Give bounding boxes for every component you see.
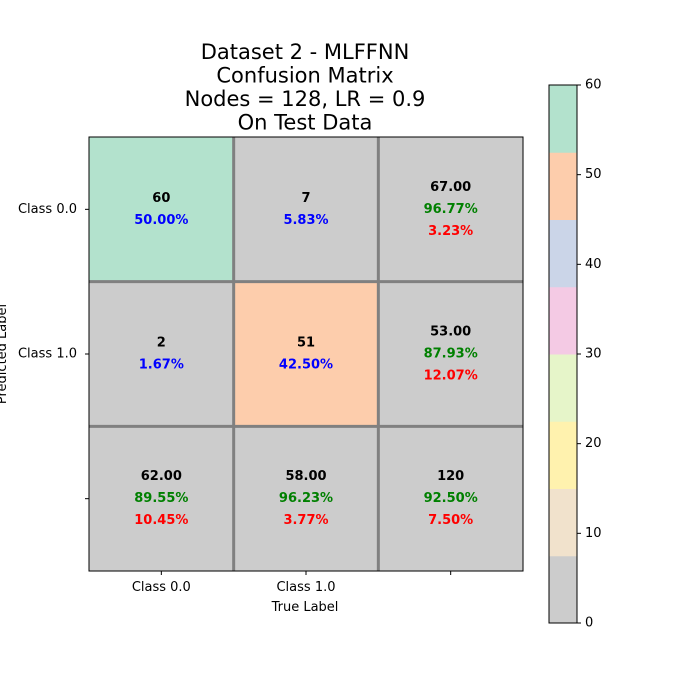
cell-percentage: 5.83% [283, 213, 328, 228]
x-tick-label: Class 1.0 [276, 580, 335, 595]
cell-percentage: 87.93% [424, 347, 478, 362]
colorbar-band [549, 421, 577, 489]
matrix-cell [233, 137, 379, 282]
x-tick-label: Class 0.0 [132, 580, 191, 595]
cell-percentage: 3.77% [283, 513, 328, 528]
cell-percentage: 12.07% [424, 369, 478, 384]
cell-percentage: 96.77% [424, 202, 478, 217]
cell-percentage: 42.50% [279, 358, 333, 373]
cell-count: 67.00 [430, 180, 471, 195]
matrix-cell [89, 426, 234, 572]
y-tick-label: Class 1.0 [18, 347, 77, 362]
colorbar-band [549, 152, 577, 220]
cell-percentage: 1.67% [139, 358, 184, 373]
x-axis-ticks: Class 0.0 Class 1.0 [132, 571, 452, 595]
cell-count: 60 [152, 191, 170, 206]
cell-percentage: 7.50% [428, 513, 473, 528]
matrix-cell [378, 426, 524, 572]
matrix-cell [233, 426, 379, 572]
colorbar: 0 10 20 30 40 50 60 [548, 78, 602, 631]
x-axis-label: True Label [271, 600, 339, 615]
colorbar-band [549, 354, 577, 422]
cell-count: 53.00 [430, 325, 471, 340]
colorbar-tick-label: 10 [585, 526, 602, 541]
matrix-cell [378, 137, 524, 282]
cell-percentage: 3.23% [428, 224, 473, 239]
y-axis-label: Predicted Label [0, 304, 10, 404]
matrix-cell [233, 281, 379, 427]
colorbar-tick-label: 50 [585, 167, 602, 182]
colorbar-band [549, 85, 577, 153]
cell-count: 2 [157, 336, 166, 351]
title-line: On Test Data [238, 111, 373, 135]
colorbar-tick-label: 60 [585, 78, 602, 93]
cell-percentage: 92.50% [424, 491, 478, 506]
title-line: Dataset 2 - MLFFNN [201, 40, 410, 64]
y-axis-ticks: Class 0.0 Class 1.0 [18, 202, 89, 500]
cell-percentage: 50.00% [134, 213, 188, 228]
y-tick-label: Class 0.0 [18, 202, 77, 217]
matrix-cell [378, 281, 524, 427]
colorbar-tick-label: 0 [585, 616, 593, 631]
cell-percentage: 10.45% [134, 513, 188, 528]
matrix-cell [89, 137, 234, 282]
colorbar-band [549, 488, 577, 557]
cell-count: 51 [297, 336, 315, 351]
matrix-cell [89, 281, 234, 427]
matrix-cells: 60 50.00% 7 5.83% 67.00 96.77% 3.23% 2 1.67% 51 42… [89, 137, 524, 572]
title-line: Confusion Matrix [216, 64, 393, 88]
cell-count: 120 [437, 469, 464, 484]
title-line: Nodes = 128, LR = 0.9 [185, 87, 426, 111]
cell-count: 7 [301, 191, 310, 206]
cell-count: 58.00 [285, 469, 326, 484]
cell-percentage: 89.55% [134, 491, 188, 506]
colorbar-band [549, 286, 577, 355]
colorbar-tick-label: 20 [585, 436, 602, 451]
colorbar-band [549, 219, 577, 288]
colorbar-band [549, 555, 577, 624]
colorbar-tick-label: 30 [585, 347, 602, 362]
colorbar-tick-label: 40 [585, 257, 602, 272]
cell-count: 62.00 [141, 469, 182, 484]
cell-percentage: 96.23% [279, 491, 333, 506]
